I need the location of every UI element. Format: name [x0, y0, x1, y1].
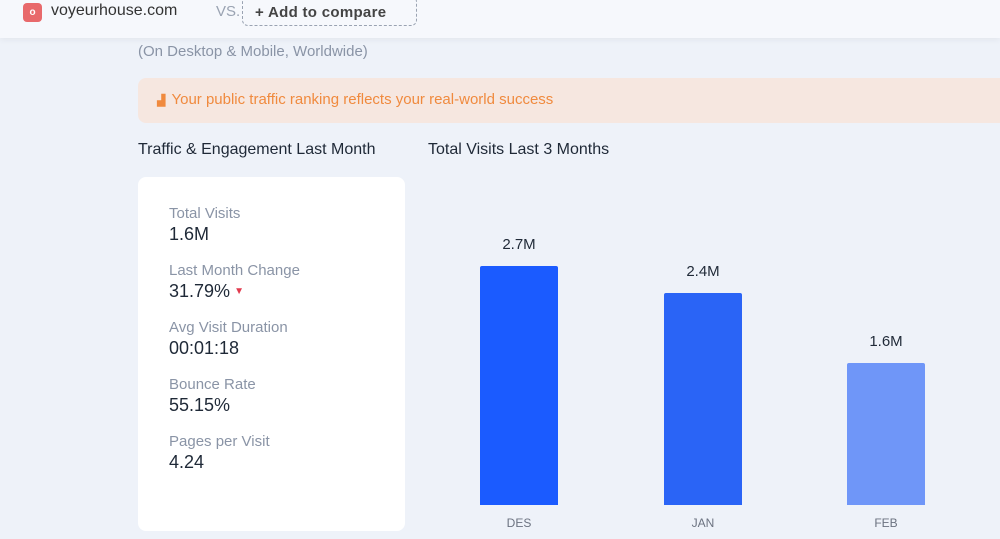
scope-subtitle: (On Desktop & Mobile, Worldwide)	[138, 43, 368, 60]
metric-value: 1.6M	[169, 224, 210, 244]
metric-value: 31.79%	[169, 281, 231, 301]
metric-label: Total Visits	[169, 205, 241, 222]
metric-label: Last Month Change	[169, 262, 300, 279]
site-favicon-icon: o	[23, 3, 42, 22]
x-tick-label: DES	[506, 516, 532, 530]
metric-label: Bounce Rate	[169, 376, 256, 393]
bar-feb[interactable]	[847, 363, 925, 505]
caret-down-icon: ▼	[234, 286, 244, 297]
metric-label: Pages per Visit	[169, 433, 270, 450]
metric-label: Avg Visit Duration	[169, 319, 288, 336]
metric-value: 55.15%	[169, 395, 231, 415]
add-to-compare-button[interactable]: + Add to compare	[242, 0, 417, 26]
bar-jan[interactable]	[664, 292, 742, 505]
bar-des[interactable]	[480, 266, 558, 505]
x-tick-label: JAN	[691, 516, 715, 530]
bar-value-label: 2.4M	[686, 262, 720, 280]
bar-value-label: 2.7M	[502, 236, 536, 254]
chart-title: Total Visits Last 3 Months	[428, 141, 610, 158]
domain-name[interactable]: voyeurhouse.com	[51, 2, 178, 19]
engagement-title: Traffic & Engagement Last Month	[138, 141, 376, 158]
metric-value: 00:01:18	[169, 338, 240, 358]
engagement-card: Total Visits 1.6M Last Month Change 31.7…	[138, 177, 405, 531]
banner-text: Your public traffic ranking reflects you…	[171, 91, 554, 108]
bar-value-label: 1.6M	[869, 333, 903, 351]
bar-chart-icon: ▟	[157, 95, 166, 107]
metric-value: 4.24	[169, 452, 205, 472]
x-tick-label: FEB	[874, 516, 898, 530]
ranking-banner[interactable]: ▟ Your public traffic ranking reflects yo…	[138, 78, 1000, 123]
top-bar: o voyeurhouse.com VS. + Add to compare	[0, 0, 1000, 38]
vs-label: VS.	[216, 3, 241, 20]
metric-value-row: 31.79% ▼	[169, 281, 405, 302]
